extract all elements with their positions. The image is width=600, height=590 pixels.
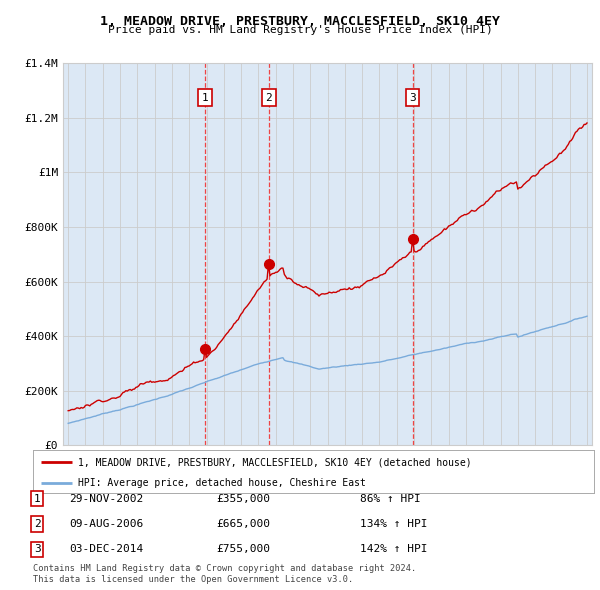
- Bar: [406, 63, 419, 445]
- Text: £665,000: £665,000: [216, 519, 270, 529]
- Text: 1, MEADOW DRIVE, PRESTBURY, MACCLESFIELD, SK10 4EY: 1, MEADOW DRIVE, PRESTBURY, MACCLESFIELD…: [100, 15, 500, 28]
- Text: This data is licensed under the Open Government Licence v3.0.: This data is licensed under the Open Gov…: [33, 575, 353, 584]
- Text: 29-NOV-2002: 29-NOV-2002: [69, 494, 143, 503]
- Text: 2: 2: [266, 93, 272, 103]
- Bar: [262, 63, 276, 445]
- Text: 142% ↑ HPI: 142% ↑ HPI: [360, 545, 427, 554]
- Text: 03-DEC-2014: 03-DEC-2014: [69, 545, 143, 554]
- Text: £755,000: £755,000: [216, 545, 270, 554]
- Text: 1, MEADOW DRIVE, PRESTBURY, MACCLESFIELD, SK10 4EY (detached house): 1, MEADOW DRIVE, PRESTBURY, MACCLESFIELD…: [78, 457, 472, 467]
- Text: 3: 3: [409, 93, 416, 103]
- Text: 134% ↑ HPI: 134% ↑ HPI: [360, 519, 427, 529]
- Text: 1: 1: [202, 93, 208, 103]
- Text: 09-AUG-2006: 09-AUG-2006: [69, 519, 143, 529]
- Text: 3: 3: [34, 545, 41, 554]
- Text: 86% ↑ HPI: 86% ↑ HPI: [360, 494, 421, 503]
- Text: HPI: Average price, detached house, Cheshire East: HPI: Average price, detached house, Ches…: [78, 478, 366, 489]
- Text: 2: 2: [34, 519, 41, 529]
- Bar: [198, 63, 212, 445]
- Text: Price paid vs. HM Land Registry's House Price Index (HPI): Price paid vs. HM Land Registry's House …: [107, 25, 493, 35]
- Text: 1: 1: [34, 494, 41, 503]
- Text: Contains HM Land Registry data © Crown copyright and database right 2024.: Contains HM Land Registry data © Crown c…: [33, 565, 416, 573]
- Text: £355,000: £355,000: [216, 494, 270, 503]
